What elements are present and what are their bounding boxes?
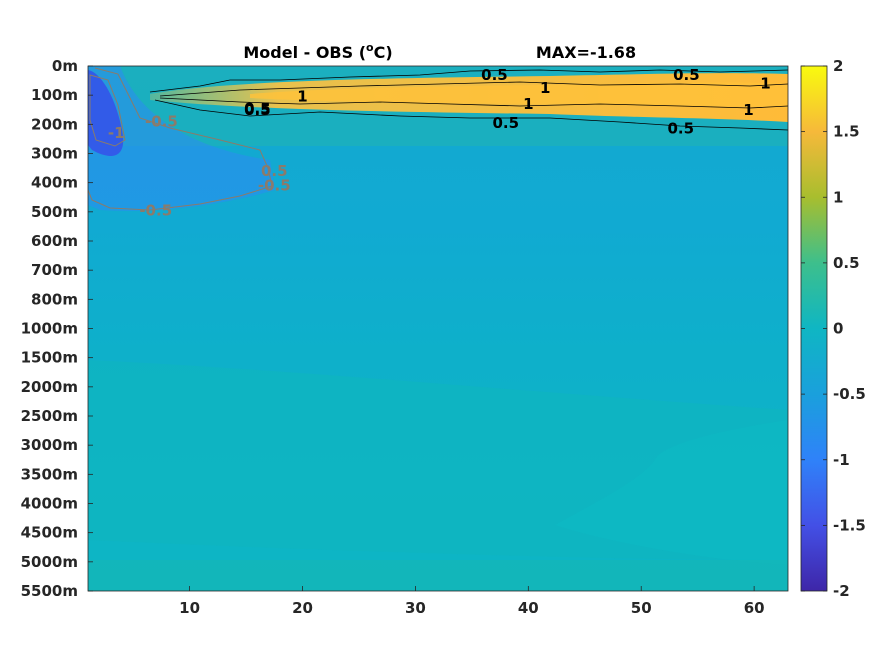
contour-label: 0.5 [244, 99, 271, 117]
contour-line-1-upper [159, 81, 788, 97]
x-tick-label: 60 [744, 599, 765, 617]
y-tick-label: 4500m [21, 524, 78, 542]
y-tick-label: 300m [31, 145, 78, 163]
y-tick-label: 3500m [21, 465, 78, 483]
contour-line-minus-1 [89, 74, 126, 147]
contour-label: 1 [743, 101, 753, 119]
cold-region [88, 66, 275, 211]
colorbar-tick-label: 0 [833, 320, 843, 338]
contour-line-0.5-upper [149, 69, 788, 93]
y-tick-label: 100m [31, 86, 78, 104]
y-tick-label: 3000m [21, 436, 78, 454]
contour-label: 0.5 [261, 162, 288, 180]
bottom-layer [88, 560, 788, 591]
contour-label: 0.5 [667, 120, 694, 138]
y-tick-label: 2000m [21, 378, 78, 396]
contour-line-0.5-lower [154, 99, 788, 131]
contour-label: 0.5 [492, 114, 519, 132]
colorbar-tick-label: -1.5 [833, 516, 866, 534]
chart-title: Model - OBS (oC) [243, 41, 392, 62]
x-axis: 10 20 30 40 50 60 [179, 586, 765, 617]
colorbar-tick-label: 2 [833, 57, 843, 75]
contour-label: -0.5 [145, 112, 178, 130]
contour-label: -0.5 [258, 177, 291, 195]
y-tick-label: 4000m [21, 495, 78, 513]
y-tick-label: 200m [31, 115, 78, 133]
y-tick-label: 1000m [21, 320, 78, 338]
contour-label: 1 [297, 88, 307, 106]
colorbar-ticks: 2 1.5 1 0.5 0 -0.5 -1 -1.5 -2 [801, 57, 866, 600]
y-tick-label: 600m [31, 232, 78, 250]
colorbar-tick-label: 1.5 [833, 123, 860, 141]
x-tick-label: 40 [518, 599, 539, 617]
y-axis: 0m 100m 200m 300m 400m 500m 600m 700m 800m 1000m 1… [21, 57, 93, 600]
contour-label: 0.5 [673, 66, 700, 84]
y-tick-label: 0m [52, 57, 78, 75]
contour-label: 1 [760, 75, 770, 93]
colorbar-tick-label: 1 [833, 188, 843, 206]
x-tick-label: 30 [405, 599, 426, 617]
contour-label: -1 [108, 124, 125, 142]
warm-core [250, 82, 788, 108]
x-tick-label: 50 [631, 599, 652, 617]
y-tick-label: 400m [31, 174, 78, 192]
y-tick-label: 2500m [21, 407, 78, 425]
contour-label: 1 [540, 79, 550, 97]
cold-core [88, 70, 124, 156]
heatmap-plot [88, 66, 788, 591]
colorbar-tick-label: 0.5 [833, 254, 860, 272]
y-tick-label: 5000m [21, 553, 78, 571]
colorbar-tick-label: -0.5 [833, 385, 866, 403]
y-tick-label: 5500m [21, 582, 78, 600]
contour-label: 1 [523, 95, 533, 113]
contour-label: 0.5 [481, 66, 508, 84]
y-tick-label: 1500m [21, 349, 78, 367]
contour-line-minus-0.5 [88, 67, 273, 211]
contour-label: 0.5 [244, 101, 271, 119]
y-tick-label: 500m [31, 203, 78, 221]
chart-max-label: MAX=-1.68 [536, 43, 636, 62]
x-tick-label: 20 [292, 599, 313, 617]
contour-line-1-lower [159, 97, 788, 109]
x-tick-label: 10 [179, 599, 200, 617]
colorbar-tick-label: -1 [833, 451, 850, 469]
colorbar-tick-label: -2 [833, 582, 850, 600]
deep-tongue [555, 420, 788, 565]
colorbar [800, 65, 828, 592]
y-tick-label: 700m [31, 261, 78, 279]
contour-label: -0.5 [139, 201, 172, 219]
y-tick-label: 800m [31, 290, 78, 308]
